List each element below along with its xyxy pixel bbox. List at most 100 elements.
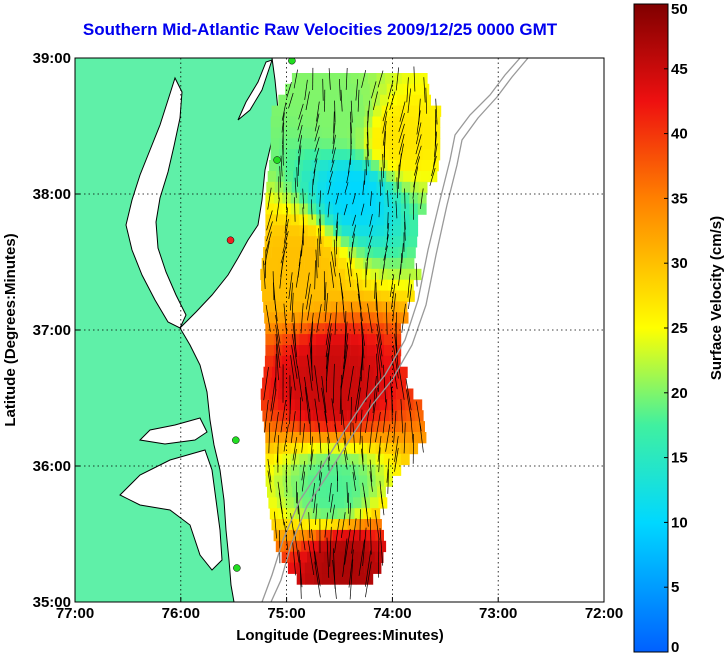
colorbar-tick-label: 45 (671, 61, 688, 78)
velocity-cell (330, 105, 340, 117)
velocity-cell (350, 453, 359, 466)
velocity-cell (335, 83, 345, 96)
velocity-arrow (275, 197, 280, 222)
velocity-arrow (391, 283, 396, 310)
velocity-cell (363, 508, 372, 520)
velocity-arrow (341, 409, 347, 445)
velocity-cell (400, 432, 410, 444)
velocity-cell (358, 334, 368, 346)
velocity-arrow (319, 209, 321, 232)
velocity-cell (389, 410, 399, 422)
velocity-cell (261, 399, 270, 411)
velocity-cell (295, 377, 305, 389)
velocity-arrow (349, 502, 352, 526)
velocity-cell (286, 388, 295, 400)
velocity-cell (270, 127, 280, 139)
velocity-cell (421, 160, 431, 172)
velocity-cell (377, 486, 386, 498)
velocity-arrow (275, 324, 281, 356)
velocity-cell (328, 268, 337, 281)
velocity-cell (277, 268, 287, 281)
velocity-cell (342, 73, 352, 85)
velocity-cell (265, 464, 275, 476)
velocity-cell (317, 73, 327, 85)
velocity-arrow (334, 301, 338, 335)
velocity-arrow (378, 447, 381, 473)
velocity-cell (287, 377, 297, 389)
velocity-cell (327, 497, 337, 509)
velocity-cell (316, 203, 325, 215)
velocity-cell (383, 192, 393, 204)
velocity-arrow (283, 218, 289, 244)
velocity-arrow (307, 540, 315, 576)
velocity-cell (293, 83, 303, 96)
velocity-arrow (401, 303, 406, 333)
velocity-cell (301, 540, 310, 553)
velocity-cell (322, 573, 331, 585)
velocity-cell (288, 247, 298, 259)
velocity-arrow (335, 212, 339, 229)
velocity-arrow (263, 260, 266, 290)
velocity-cell (346, 116, 356, 128)
velocity-cell (307, 334, 317, 346)
velocity-arrow (334, 518, 340, 553)
velocity-arrow (389, 274, 395, 298)
velocity-cell (389, 127, 398, 139)
velocity-arrow (387, 212, 389, 229)
velocity-arrow (265, 304, 271, 332)
velocity-cell (382, 421, 392, 433)
velocity-cell (362, 279, 372, 291)
velocity-cell (286, 160, 295, 172)
velocity-cell (330, 519, 340, 531)
hf-radar-stations (226, 58, 296, 572)
velocity-cell (304, 257, 313, 270)
colorbar-ticks: 0 5 10 15 20 25 30 35 40 45 50 (664, 1, 688, 656)
velocity-arrow (343, 321, 348, 359)
velocity-arrow (328, 68, 331, 90)
velocity-cell (271, 519, 281, 531)
velocity-cell (287, 290, 297, 302)
velocity-cell (347, 247, 357, 259)
velocity-cell (405, 257, 415, 270)
x-tick-label: 72:00 (585, 605, 623, 622)
velocity-cell (307, 442, 317, 455)
velocity-arrow (288, 272, 293, 300)
velocity-cell (316, 453, 325, 466)
velocity-arrow (318, 422, 322, 454)
velocity-cell (331, 366, 340, 378)
velocity-cell (360, 486, 369, 498)
velocity-arrow (413, 156, 421, 176)
velocity-arrow (386, 458, 390, 483)
velocity-cell (358, 225, 368, 237)
velocity-cell (401, 181, 411, 194)
velocity-arrow (364, 169, 366, 185)
velocity-cell (400, 442, 410, 455)
velocity-cell (383, 432, 393, 444)
velocity-arrow (372, 375, 377, 414)
velocity-cell (300, 181, 309, 194)
velocity-cell (307, 464, 317, 476)
velocity-arrow (318, 228, 321, 257)
velocity-cell (371, 399, 380, 411)
velocity-arrow (311, 529, 317, 565)
velocity-arrow (289, 282, 294, 311)
velocity-arrow (401, 243, 404, 264)
velocity-cell (391, 312, 400, 324)
velocity-arrow (300, 521, 306, 551)
velocity-cell (334, 181, 343, 194)
velocity-arrow (383, 364, 387, 403)
velocity-cell (320, 279, 330, 291)
velocity-cell (273, 236, 282, 248)
velocity-arrow (380, 167, 383, 187)
velocity-cell (299, 192, 309, 204)
velocity-cell (324, 475, 334, 487)
velocity-cell (324, 355, 333, 368)
velocity-arrow (282, 144, 284, 166)
velocity-arrow (290, 355, 296, 391)
velocity-cell (391, 236, 401, 248)
velocity-cell (350, 475, 360, 487)
velocity-cell (389, 116, 398, 128)
velocity-arrow (434, 131, 438, 157)
velocity-cell (400, 214, 410, 226)
velocity-cell (303, 508, 313, 520)
